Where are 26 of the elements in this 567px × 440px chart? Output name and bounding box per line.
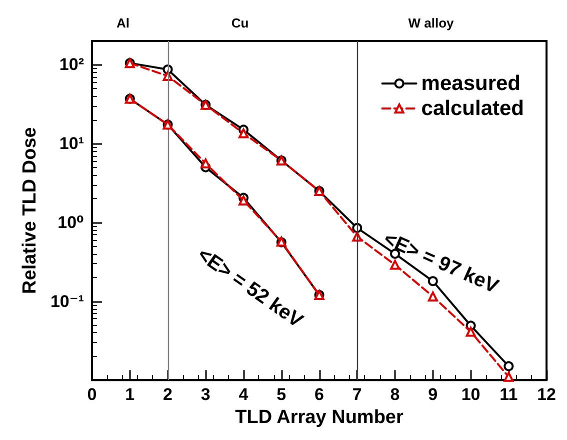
text: W alloy bbox=[408, 16, 455, 30]
x-tick-label: 3 bbox=[200, 385, 210, 404]
x-tick-label: 0 bbox=[87, 385, 97, 404]
x-axis-title: TLD Array Number bbox=[235, 407, 404, 428]
annotation: <E> = 52 keV bbox=[193, 244, 308, 333]
legend-label: calculated bbox=[421, 97, 524, 120]
x-tick-label: 9 bbox=[428, 385, 438, 404]
y-axis-title: Relative TLD Dose bbox=[20, 127, 41, 294]
y-tick-label: 10⁻¹ bbox=[50, 292, 84, 311]
y-tick-label: 10² bbox=[59, 55, 84, 74]
x-tick-label: 7 bbox=[352, 385, 362, 404]
x-tick-label: 10 bbox=[461, 385, 480, 404]
y-tick-label: 10⁰ bbox=[58, 212, 84, 232]
text: Cu bbox=[231, 16, 249, 30]
x-tick-label: 5 bbox=[276, 385, 286, 404]
y-tick-label: 10¹ bbox=[59, 134, 84, 154]
x-tick-label: 1 bbox=[125, 385, 135, 404]
legend-label: measured bbox=[421, 72, 521, 95]
x-tick-label: 2 bbox=[163, 385, 172, 404]
x-tick-label: 12 bbox=[537, 385, 556, 404]
x-tick-label: 6 bbox=[314, 385, 324, 404]
x-tick-label: 11 bbox=[500, 385, 518, 404]
annotation: <E> = 97 keV bbox=[380, 228, 502, 298]
text: Al bbox=[116, 16, 130, 30]
x-tick-label: 8 bbox=[390, 385, 400, 404]
x-tick-label: 4 bbox=[238, 385, 249, 404]
